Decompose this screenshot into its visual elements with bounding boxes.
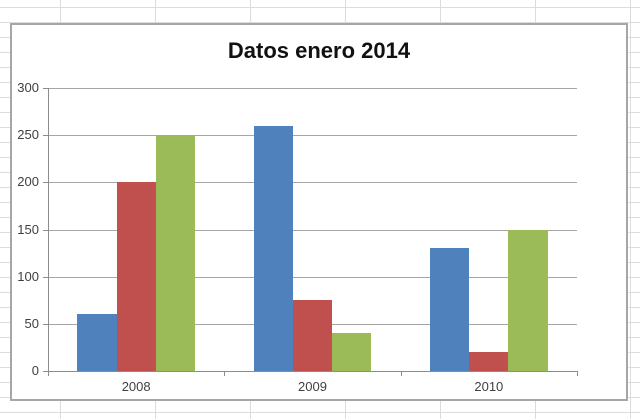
bar-2009-series-2[interactable] [292,300,333,371]
y-axis-tick [43,371,48,372]
bar-2008-series-3[interactable] [155,135,195,371]
y-axis-tick [43,135,48,137]
bar-2009-series-3[interactable] [332,333,372,371]
bar-2009-series-1[interactable] [253,125,293,371]
y-axis-tick [43,182,48,184]
bar-2008-series-2[interactable] [116,182,156,371]
x-axis-label: 2009 [298,379,327,394]
y-axis-label: 50 [24,315,39,331]
x-axis-tick [48,371,49,376]
y-axis-label: 0 [31,363,39,378]
x-axis-tick [224,371,226,376]
x-axis-label: 2010 [474,379,504,394]
plot-area: Datos enero 2014 0 50 100 150 200 250 300 2008 2… [12,25,626,399]
gridline [48,135,577,137]
y-axis-tick [43,88,48,89]
y-axis-tick [43,323,48,325]
y-axis-tick [43,229,48,231]
bar-2010-series-3[interactable] [508,229,548,371]
x-axis-tick [577,371,578,376]
x-axis-label: 2008 [121,379,151,394]
y-axis-label: 100 [17,268,39,284]
gridline [48,88,577,89]
y-axis-label: 250 [17,127,39,143]
bar-2010-series-2[interactable] [469,352,509,371]
gridline [48,229,577,231]
gridline [48,182,577,184]
x-axis-line [48,371,578,372]
x-axis-tick [400,371,402,376]
y-axis-label: 300 [17,80,39,95]
bar-2008-series-1[interactable] [77,314,117,371]
bar-2010-series-1[interactable] [430,248,470,371]
chart-container[interactable]: Datos enero 2014 0 50 100 150 200 250 300 2008 2… [10,23,628,401]
y-axis-label: 150 [17,221,39,237]
chart-title[interactable]: Datos enero 2014 [227,38,411,63]
y-axis-tick [43,276,48,278]
y-axis-line [48,88,49,372]
y-axis-label: 200 [17,174,39,190]
gridline [48,276,577,278]
